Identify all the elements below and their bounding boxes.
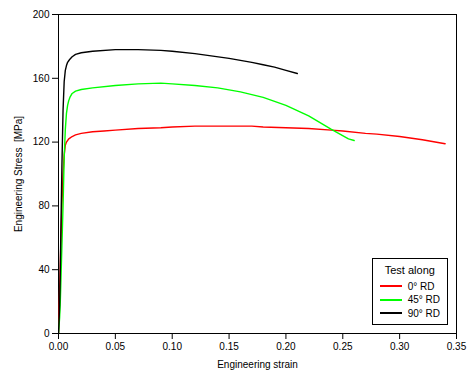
svg-text:160: 160 [33,73,50,84]
svg-text:0.25: 0.25 [333,341,353,352]
svg-text:0.10: 0.10 [162,341,182,352]
svg-text:80: 80 [38,200,50,211]
html-text:90° RD: 90° RD [407,307,440,319]
html-text:Test along: Test along [384,263,435,276]
html-text:45° RD: 45° RD [407,294,440,305]
svg-text:0.00: 0.00 [49,341,69,352]
svg-text:120: 120 [33,136,50,147]
svg-text:Engineering Stress [MPa]: Engineering Stress [MPa] [13,116,24,232]
svg-text:0.05: 0.05 [106,341,126,352]
html-text:0° RD: 0° RD [407,280,435,292]
svg-text:0.30: 0.30 [390,341,410,352]
svg-text:0: 0 [44,328,50,339]
svg-text:40: 40 [38,264,50,275]
svg-text:0.15: 0.15 [219,341,239,352]
svg-text:200: 200 [33,9,50,20]
svg-text:0.20: 0.20 [276,341,296,352]
svg-text:Engineering strain: Engineering strain [217,359,298,370]
svg-text:0.35: 0.35 [447,341,467,352]
